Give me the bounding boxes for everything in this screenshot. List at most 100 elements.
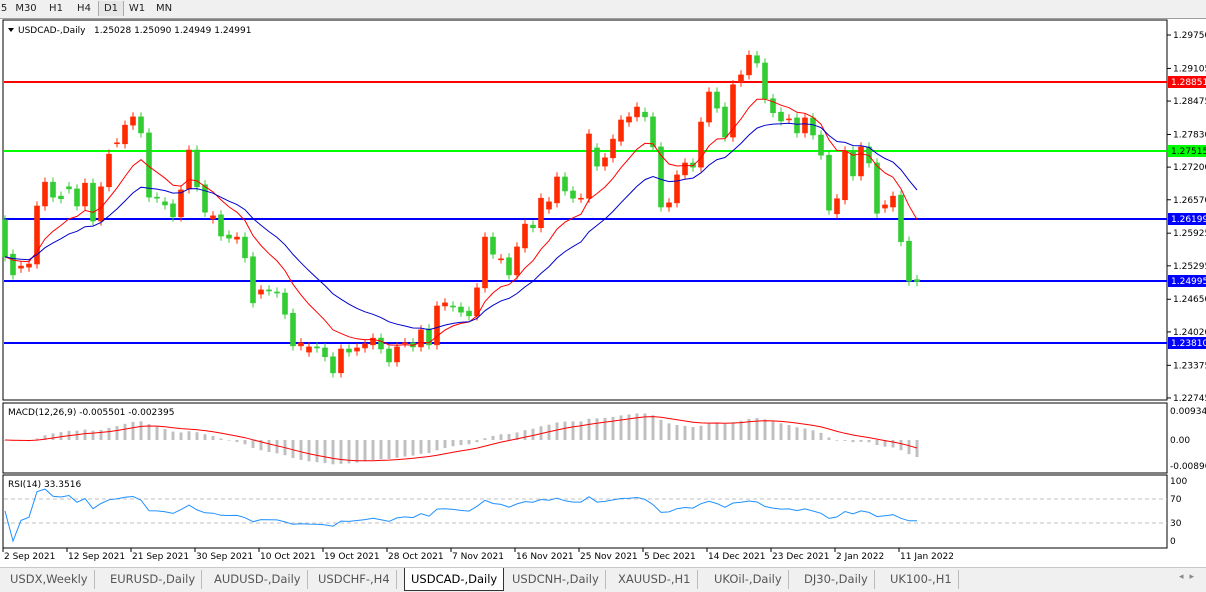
timeframe-mn[interactable]: MN <box>155 3 173 14</box>
macd-histogram-bar <box>571 421 575 440</box>
macd-histogram-bar <box>563 421 567 440</box>
macd-histogram-bar <box>51 433 55 440</box>
chart-tab[interactable]: AUDUSD-,Daily <box>208 570 308 589</box>
macd-histogram-bar <box>851 440 855 443</box>
chart-tab[interactable]: USDCNH-,Daily <box>506 570 606 589</box>
candle-body <box>610 138 616 159</box>
price-level-badge <box>1168 275 1206 287</box>
chart-tab[interactable]: USDCAD-,Daily <box>404 568 505 591</box>
moving-average-line <box>4 98 918 346</box>
candle-body <box>522 223 528 249</box>
candle <box>10 249 16 280</box>
macd-histogram-bar <box>683 425 687 440</box>
chart-tab[interactable]: USDX,Weekly <box>4 570 95 589</box>
candle <box>906 236 912 286</box>
chart-canvas[interactable]: 1.29750 1.29105 1.28475 1.27830 1.27200 1.265… <box>0 0 1206 567</box>
candle <box>274 287 280 298</box>
candle <box>634 102 640 122</box>
macd-histogram-bar <box>635 413 639 440</box>
candle-body <box>466 310 472 317</box>
candle <box>858 142 864 181</box>
candle-body <box>474 287 480 317</box>
candle <box>714 87 720 113</box>
timeframe-m30[interactable]: M30 <box>15 3 37 14</box>
macd-histogram-bar <box>211 436 215 440</box>
macd-histogram-bar <box>331 440 335 465</box>
macd-histogram-bar <box>643 413 647 440</box>
candle-body <box>402 342 408 345</box>
tab-scroll-arrows-icon[interactable]: ◂▸ <box>1178 572 1200 582</box>
macd-histogram-bar <box>323 440 327 464</box>
candle-body <box>370 337 376 346</box>
candle <box>306 342 312 357</box>
rsi-panel <box>2 474 1168 549</box>
timeframe-w1[interactable]: W1 <box>128 3 146 14</box>
candle-body <box>754 55 760 64</box>
x-tick-label: 21 Sep 2021 <box>132 552 189 562</box>
chart-tab[interactable]: UKOil-,Daily <box>708 570 789 589</box>
macd-histogram-bar <box>451 440 455 447</box>
timeframe-h1[interactable]: H1 <box>49 3 63 14</box>
candle-body <box>738 74 744 83</box>
candle-body <box>530 224 536 229</box>
candle-body <box>306 346 312 353</box>
chart-tab[interactable]: EURUSD-,Daily <box>104 570 203 589</box>
macd-histogram-bar <box>731 422 735 440</box>
macd-histogram-bar <box>523 430 527 440</box>
macd-histogram-bar <box>347 440 351 464</box>
candle <box>130 112 136 130</box>
candle <box>618 115 624 146</box>
candle-body <box>650 116 656 148</box>
candle-body <box>442 302 448 307</box>
macd-histogram-bar <box>227 440 231 441</box>
timeframe-d1[interactable]: D1 <box>98 1 124 16</box>
macd-histogram-bar <box>659 419 663 440</box>
candle <box>146 128 152 202</box>
macd-histogram-bar <box>59 432 63 440</box>
candle-body <box>770 98 776 114</box>
chart-tab[interactable]: UK100-,H1 <box>884 570 959 589</box>
candle <box>898 190 904 247</box>
candle <box>82 178 88 211</box>
candle <box>778 107 784 126</box>
macd-histogram-bar <box>715 422 719 440</box>
candle <box>738 70 744 87</box>
candle-body <box>802 117 808 134</box>
collapse-triangle-icon <box>8 28 14 32</box>
candle <box>50 177 56 202</box>
macd-histogram-bar <box>835 440 839 441</box>
candle <box>914 275 920 287</box>
x-tick-label: 14 Dec 2021 <box>708 552 766 562</box>
macd-histogram-bar <box>483 438 487 440</box>
candle <box>418 325 424 352</box>
candle-body <box>706 91 712 123</box>
y-tick-label: 1.28475 <box>1173 97 1206 107</box>
chart-tab[interactable]: XAUUSD-,H1 <box>612 570 698 589</box>
candle-body <box>346 348 352 353</box>
chart-tab[interactable]: DJ30-,Daily <box>798 570 875 589</box>
candle <box>458 302 464 317</box>
candle <box>234 232 240 244</box>
candle-body <box>914 279 920 282</box>
candle <box>290 308 296 351</box>
candle <box>874 158 880 218</box>
timeframe-5[interactable]: 5 <box>0 3 8 14</box>
macd-histogram-bar <box>475 440 479 443</box>
candle-body <box>834 198 840 215</box>
candle <box>562 172 568 196</box>
macd-histogram-bar <box>403 440 407 457</box>
candle-body <box>178 189 184 218</box>
chart-tab[interactable]: USDCHF-,H4 <box>312 570 397 589</box>
candle-body <box>162 201 168 206</box>
macd-histogram-bar <box>555 422 559 440</box>
candle <box>834 194 840 219</box>
candle <box>402 338 408 348</box>
candle-body <box>90 182 96 222</box>
candle-body <box>762 62 768 100</box>
candle <box>674 170 680 208</box>
x-tick-label: 7 Nov 2021 <box>452 552 504 562</box>
candle <box>722 102 728 142</box>
macd-histogram-bar <box>723 423 727 440</box>
timeframe-h4[interactable]: H4 <box>77 3 91 14</box>
macd-histogram-bar <box>603 417 607 440</box>
